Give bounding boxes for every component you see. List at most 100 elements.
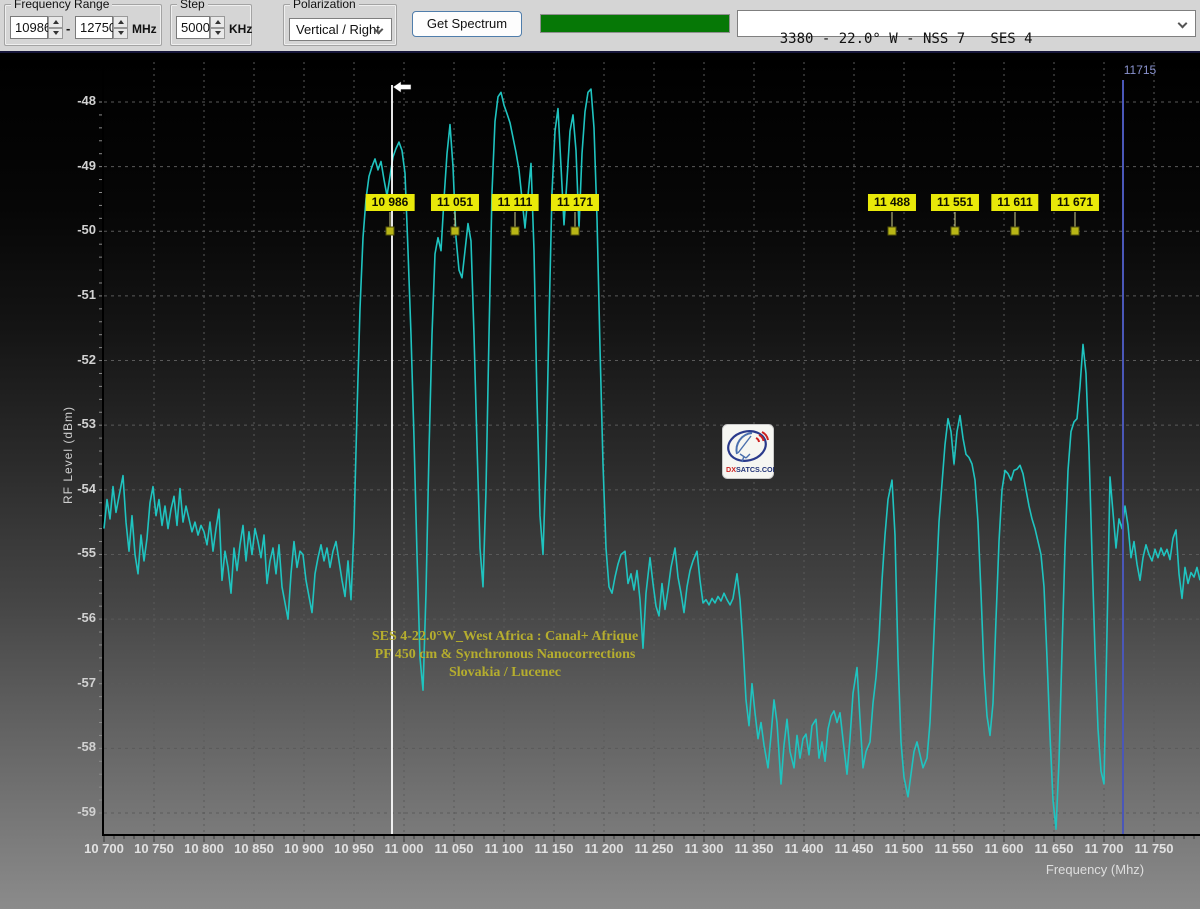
x-tick-label: 11 200 xyxy=(584,841,624,856)
down-arrow-icon xyxy=(117,31,124,36)
dxsatcs-logo: DXSATCS.COM xyxy=(722,424,774,479)
marker-square[interactable] xyxy=(385,226,395,236)
polarization-select[interactable]: Vertical / Right xyxy=(289,18,392,41)
y-tick-label: -48 xyxy=(77,93,96,108)
y-tick-label: -56 xyxy=(77,610,96,626)
down-arrow-icon xyxy=(214,31,221,36)
frequency-from-spinner[interactable]: 10986 xyxy=(10,16,63,39)
y-tick-label: -51 xyxy=(77,286,96,302)
marker-square[interactable] xyxy=(1010,226,1020,236)
x-tick-label: 11 300 xyxy=(684,841,724,856)
cursor-arrow-icon[interactable] xyxy=(392,81,412,93)
frequency-to-input[interactable]: 12750 xyxy=(75,16,116,39)
y-tick-label: -58 xyxy=(77,739,96,755)
x-tick-label: 11 100 xyxy=(484,841,524,856)
annotation-line-2: PF 450 cm & Synchronous Nanocorrections xyxy=(374,647,636,662)
x-tick-label: 10 750 xyxy=(134,841,174,856)
x-tick-label: 11 000 xyxy=(384,841,424,856)
marker-square[interactable] xyxy=(950,226,960,236)
up-arrow-icon xyxy=(52,19,59,24)
chevron-down-icon xyxy=(1177,18,1188,29)
down-arrow-icon xyxy=(52,31,59,36)
y-tick-label: -54 xyxy=(77,480,96,496)
satellite-dish-icon xyxy=(735,432,753,455)
frequency-to-down-button[interactable] xyxy=(113,27,128,39)
x-tick-label: 11 550 xyxy=(934,841,974,856)
x-tick-label: 11 700 xyxy=(1084,841,1124,856)
range-separator: - xyxy=(66,21,71,36)
y-axis-title: RF Level (dBm) xyxy=(61,405,75,505)
frequency-from-up-button[interactable] xyxy=(48,16,63,28)
y-tick-label: -57 xyxy=(77,674,96,690)
x-tick-label: 11 600 xyxy=(984,841,1024,856)
x-tick-label: 10 850 xyxy=(234,841,274,856)
marker-square[interactable] xyxy=(570,226,580,236)
x-tick-label: 11 450 xyxy=(834,841,874,856)
marker-label[interactable]: 11 171 xyxy=(550,194,600,211)
scan-progress-bar xyxy=(540,14,730,33)
satellite-dish-lines xyxy=(737,435,752,463)
x-tick-label: 11 050 xyxy=(434,841,474,856)
y-tick-label: -55 xyxy=(77,545,96,561)
frequency-range-group: Frequency Range 10986 - 12750 MHz xyxy=(4,0,162,46)
annotation-line-3: Slovakia / Lucenec xyxy=(448,665,562,680)
y-tick-label: -53 xyxy=(77,416,96,432)
spectrum-plot[interactable]: -48 -49 -50 -51 -52 -53 -54 -55 -56 -57 -58 -59 10 7… xyxy=(0,53,1200,909)
y-tick-label: -49 xyxy=(77,157,96,173)
x-tick-label: 11 750 xyxy=(1134,841,1174,856)
logo-text: DXSATCS.COM xyxy=(726,465,774,474)
x-tick-label: 10 950 xyxy=(334,841,374,856)
marker-label[interactable]: 11 671 xyxy=(1050,194,1100,211)
satellite-select[interactable]: 3380 - 22.0° W - NSS 7 SES 4 xyxy=(737,10,1196,47)
annotation-text: SES 4-22.0°W_West Africa : Canal+ Afriqu… xyxy=(372,628,638,682)
marker-label[interactable]: 10 986 xyxy=(365,194,415,211)
marker-label[interactable]: 11 488 xyxy=(867,194,917,211)
marker-label[interactable]: 11 611 xyxy=(991,194,1039,211)
marker-square[interactable] xyxy=(887,226,897,236)
up-arrow-icon xyxy=(214,19,221,24)
step-spinner[interactable]: 5000 xyxy=(176,16,225,39)
frequency-to-up-button[interactable] xyxy=(113,16,128,28)
x-tick-label: 10 700 xyxy=(84,841,124,856)
marker-label[interactable]: 11 551 xyxy=(930,194,980,211)
x-tick-label: 11 350 xyxy=(734,841,774,856)
toolbar: Frequency Range 10986 - 12750 MHz Step 5… xyxy=(0,0,1200,53)
logo-background xyxy=(722,424,774,479)
step-input[interactable]: 5000 xyxy=(176,16,210,39)
marker-label[interactable]: 11 051 xyxy=(430,194,480,211)
up-arrow-icon xyxy=(117,19,124,24)
x-tick-label: 11 250 xyxy=(634,841,674,856)
step-up-button[interactable] xyxy=(210,16,225,28)
get-spectrum-button[interactable]: Get Spectrum xyxy=(412,11,522,37)
mhz-unit-label: MHz xyxy=(132,22,157,36)
marker-label[interactable]: 11 111 xyxy=(491,194,539,211)
frequency-range-label: Frequency Range xyxy=(11,0,113,11)
marker-square[interactable] xyxy=(450,226,460,236)
frequency-from-input[interactable]: 10986 xyxy=(10,16,51,39)
marker-square[interactable] xyxy=(510,226,520,236)
spectrum-trace xyxy=(103,88,1200,831)
x-tick-label: 11 400 xyxy=(784,841,824,856)
frequency-from-down-button[interactable] xyxy=(48,27,63,39)
marker-square[interactable] xyxy=(1070,226,1080,236)
khz-unit-label: KHz xyxy=(229,22,253,36)
polarization-label: Polarization xyxy=(290,0,359,11)
y-tick-label: -52 xyxy=(77,351,96,367)
step-down-button[interactable] xyxy=(210,27,225,39)
x-tick-label: 11 150 xyxy=(534,841,574,856)
annotation-line-1: SES 4-22.0°W_West Africa : Canal+ Afriqu… xyxy=(371,629,639,644)
x-tick-label: 11 650 xyxy=(1034,841,1074,856)
satellite-selected-value: 3380 - 22.0° W - NSS 7 SES 4 xyxy=(779,31,1033,47)
x-tick-label: 10 800 xyxy=(184,841,224,856)
step-group: Step 5000 KHz xyxy=(170,0,253,46)
logo-ellipse xyxy=(727,430,767,462)
reference-frequency-label: 11715 xyxy=(1123,63,1157,77)
x-tick-label: 10 900 xyxy=(284,841,324,856)
scan-progress-fill xyxy=(541,15,729,32)
polarization-selected-value: Vertical / Right xyxy=(296,22,380,37)
y-tick-label: -50 xyxy=(77,222,96,238)
signal-waves-icon xyxy=(755,431,769,443)
frequency-to-spinner[interactable]: 12750 xyxy=(75,16,128,39)
x-tick-label: 11 500 xyxy=(884,841,924,856)
spectrum-plot-canvas[interactable] xyxy=(0,53,1200,909)
